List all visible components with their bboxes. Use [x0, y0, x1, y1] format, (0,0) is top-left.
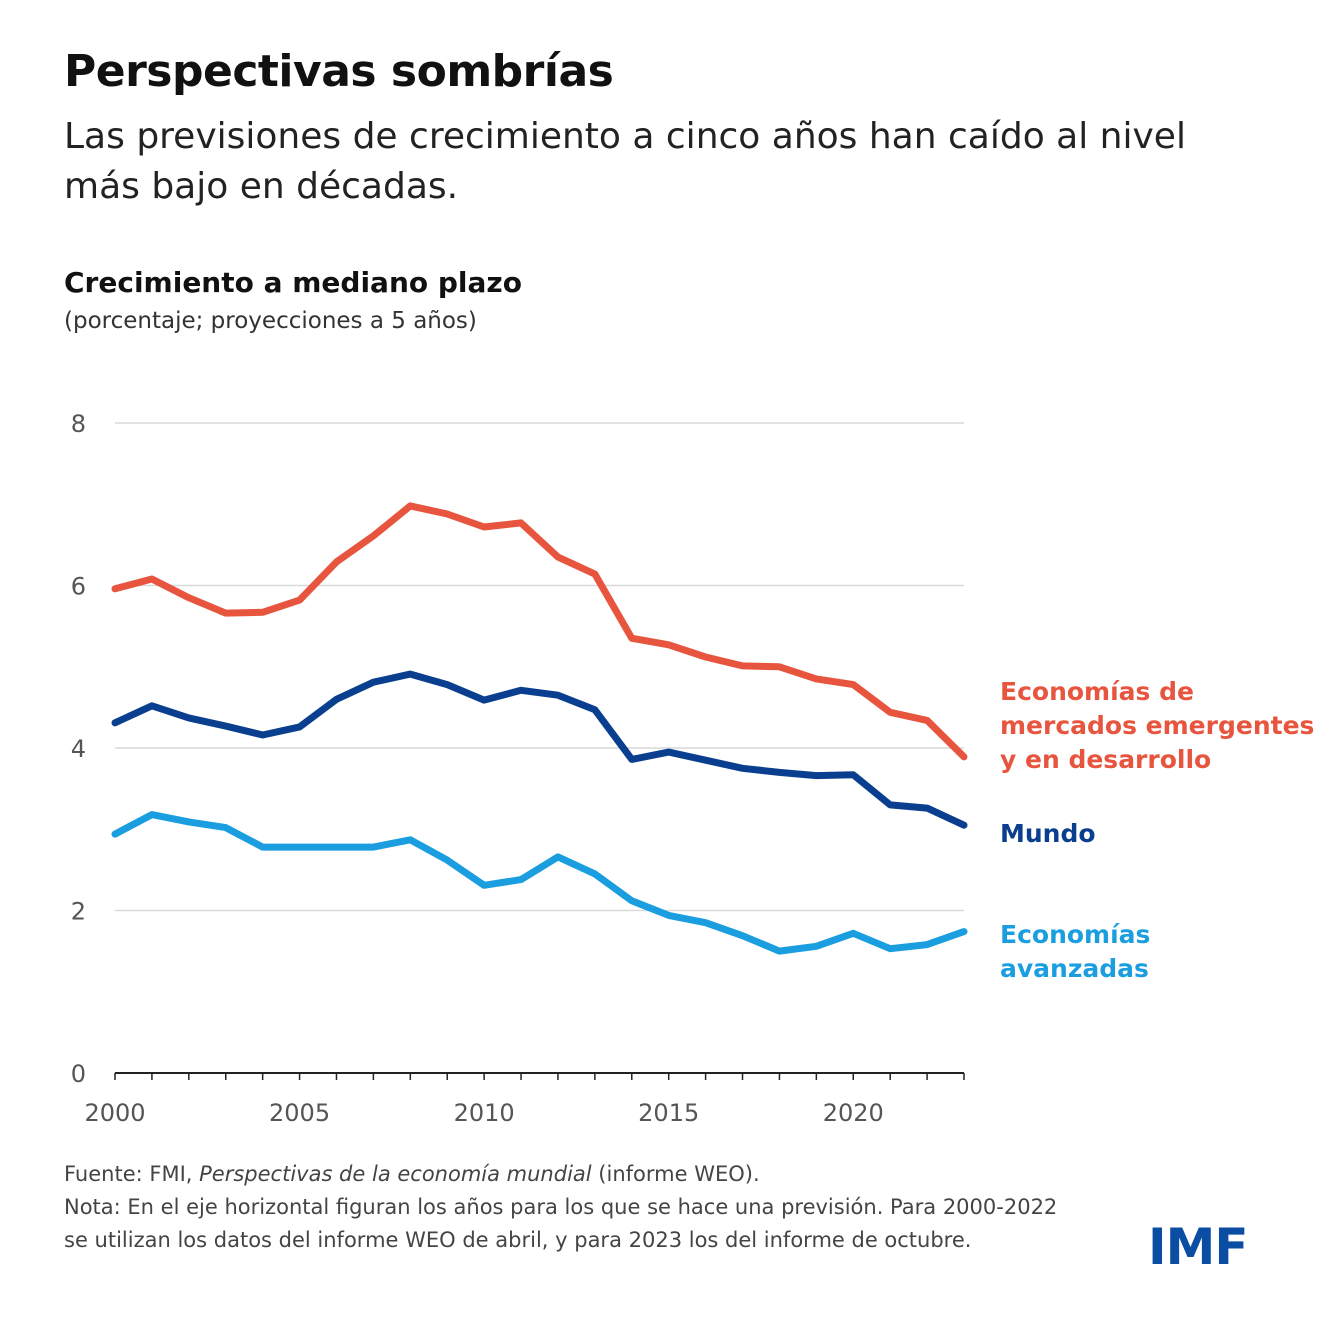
y-tick-label: 4 [71, 735, 86, 763]
series-label: Economías [1000, 920, 1150, 949]
series-label: avanzadas [1000, 954, 1149, 983]
series-label: y en desarrollo [1000, 745, 1211, 774]
imf-logo: IMF [1148, 1218, 1249, 1276]
x-tick-label: 2005 [269, 1099, 330, 1127]
source-prefix: Fuente: FMI, [64, 1162, 200, 1186]
chart-subtitle: (porcentaje; proyecciones a 5 años) [64, 308, 477, 334]
source-note: Fuente: FMI, Perspectivas de la economía… [64, 1162, 760, 1186]
x-tick-label: 2010 [454, 1099, 515, 1127]
chart-title: Crecimiento a mediano plazo [64, 266, 522, 299]
y-tick-label: 8 [71, 410, 86, 438]
series-line [111, 502, 968, 761]
note-line-1: Nota: En el eje horizontal figuran los a… [64, 1195, 1058, 1219]
y-tick-label: 2 [71, 898, 86, 926]
series-line [111, 670, 968, 829]
source-suffix: (informe WEO). [591, 1162, 760, 1186]
page-subtitle: Las previsiones de crecimiento a cinco a… [64, 116, 1186, 207]
note-line-2: se utilizan los datos del informe WEO de… [64, 1228, 972, 1252]
y-tick-label: 6 [71, 573, 86, 601]
x-tick-label: 2000 [84, 1099, 145, 1127]
series-label: Economías de [1000, 677, 1194, 706]
x-tick-label: 2015 [638, 1099, 699, 1127]
page-title: Perspectivas sombrías [64, 46, 614, 97]
y-tick-label: 0 [71, 1060, 86, 1088]
x-tick-label: 2020 [823, 1099, 884, 1127]
source-title: Perspectivas de la economía mundial [199, 1162, 592, 1186]
series-label: mercados emergentes [1000, 711, 1314, 740]
series-label: Mundo [1000, 819, 1096, 848]
series-line [111, 811, 968, 955]
